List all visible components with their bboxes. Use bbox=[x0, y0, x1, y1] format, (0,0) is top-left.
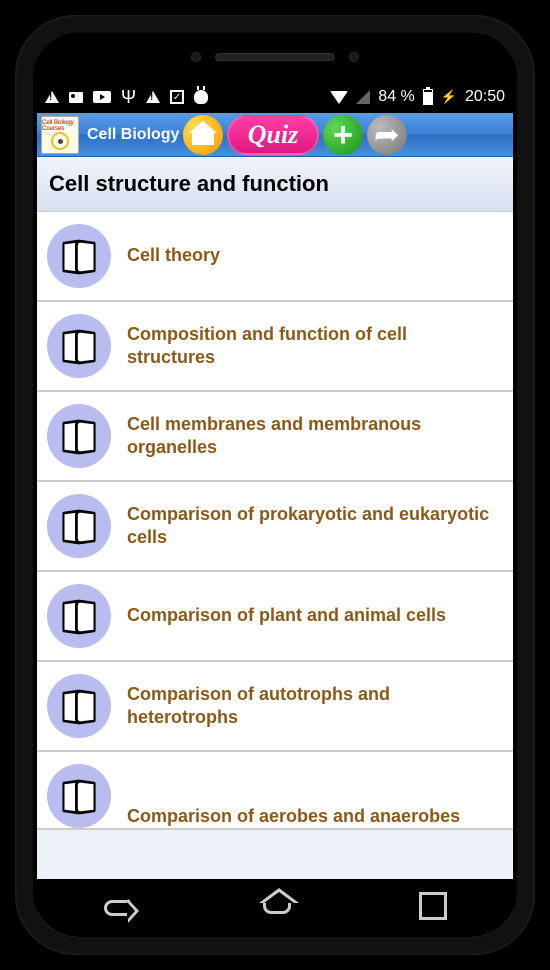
list-item-label: Comparison of plant and animal cells bbox=[127, 604, 452, 627]
app-bar: Cell Biology Courses Cell Biology c Quiz… bbox=[37, 113, 513, 157]
check-icon: ✓ bbox=[170, 90, 184, 104]
quiz-button[interactable]: Quiz bbox=[227, 115, 319, 155]
share-button[interactable]: ➦ bbox=[367, 115, 407, 155]
list-item[interactable]: Cell theory bbox=[37, 212, 513, 302]
usb-icon: Ψ bbox=[121, 88, 136, 106]
signal-icon bbox=[356, 90, 370, 104]
phone-earpiece bbox=[33, 33, 517, 81]
topics-list: Cell theory Composition and function of … bbox=[37, 212, 513, 830]
share-icon: ➦ bbox=[374, 118, 400, 151]
warning-icon bbox=[146, 91, 160, 103]
clock: 20:50 bbox=[465, 88, 505, 106]
list-item-label: Cell theory bbox=[127, 244, 226, 267]
charging-icon: ⚡ bbox=[441, 89, 457, 105]
android-nav-bar bbox=[37, 879, 513, 937]
wifi-icon bbox=[330, 91, 348, 104]
nav-home-button[interactable] bbox=[263, 902, 291, 914]
app-logo-icon[interactable]: Cell Biology Courses bbox=[41, 116, 79, 154]
book-icon bbox=[47, 224, 111, 288]
book-icon bbox=[47, 674, 111, 738]
list-item[interactable]: Comparison of autotrophs and heterotroph… bbox=[37, 662, 513, 752]
book-icon bbox=[47, 764, 111, 828]
list-item-label: Comparison of aerobes and anaerobes bbox=[127, 805, 466, 828]
list-item[interactable]: Comparison of plant and animal cells bbox=[37, 572, 513, 662]
home-icon bbox=[192, 131, 214, 145]
battery-icon bbox=[423, 89, 433, 105]
list-item-label: Composition and function of cell structu… bbox=[127, 323, 503, 370]
video-icon bbox=[93, 91, 111, 103]
list-item[interactable]: Cell membranes and membranous organelles bbox=[37, 392, 513, 482]
home-button[interactable] bbox=[183, 115, 223, 155]
list-item[interactable]: Composition and function of cell structu… bbox=[37, 302, 513, 392]
section-header: Cell structure and function bbox=[37, 157, 513, 212]
book-icon bbox=[47, 404, 111, 468]
image-icon bbox=[69, 92, 83, 103]
battery-percent: 84 % bbox=[378, 88, 414, 106]
content-area[interactable]: Cell structure and function Cell theory … bbox=[37, 157, 513, 879]
nav-recent-button[interactable] bbox=[424, 897, 446, 919]
app-title: Cell Biology c bbox=[87, 126, 179, 144]
screen: Ψ ✓ 84 % ⚡ 20:50 Cell Biology Courses bbox=[37, 81, 513, 937]
list-item-label: Cell membranes and membranous organelles bbox=[127, 413, 503, 460]
book-icon bbox=[47, 494, 111, 558]
phone-body: Ψ ✓ 84 % ⚡ 20:50 Cell Biology Courses bbox=[33, 33, 517, 937]
list-item-label: Comparison of autotrophs and heterotroph… bbox=[127, 683, 503, 730]
debug-icon bbox=[194, 90, 208, 104]
add-button[interactable] bbox=[323, 115, 363, 155]
status-bar: Ψ ✓ 84 % ⚡ 20:50 bbox=[37, 81, 513, 113]
book-icon bbox=[47, 314, 111, 378]
list-item[interactable]: Comparison of prokaryotic and eukaryotic… bbox=[37, 482, 513, 572]
book-icon bbox=[47, 584, 111, 648]
list-item-label: Comparison of prokaryotic and eukaryotic… bbox=[127, 503, 503, 550]
list-item[interactable]: Comparison of aerobes and anaerobes bbox=[37, 752, 513, 830]
warning-icon bbox=[45, 91, 59, 103]
phone-frame: Ψ ✓ 84 % ⚡ 20:50 Cell Biology Courses bbox=[15, 15, 535, 955]
nav-back-button[interactable] bbox=[104, 900, 130, 916]
